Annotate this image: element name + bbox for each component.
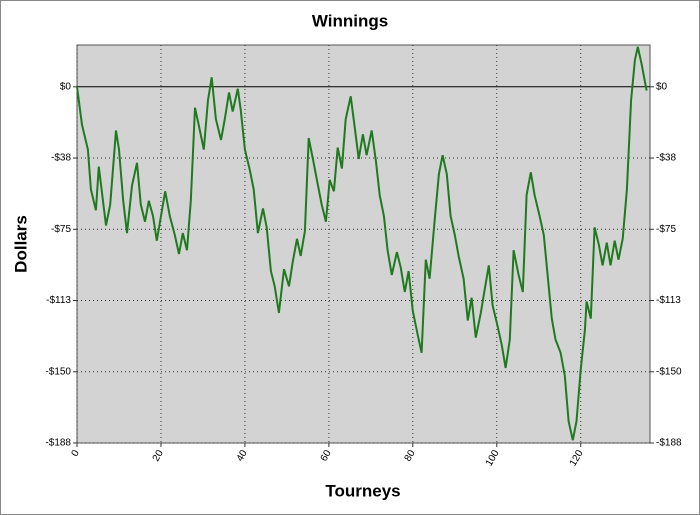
- chart-title: Winnings: [312, 11, 388, 30]
- y-tick-label-right: -$188: [656, 438, 682, 449]
- x-tick-label: 0: [70, 448, 83, 459]
- y-tick-label: -$150: [45, 366, 71, 377]
- y-tick-label-right: -$150: [656, 366, 682, 377]
- data-line: [76, 46, 648, 441]
- x-tick-label: 20: [151, 448, 166, 464]
- x-tick-label: 80: [403, 448, 418, 464]
- y-tick-label: $0: [60, 81, 72, 92]
- y-axis-label: Dollars: [11, 215, 30, 273]
- y-tick-label-right: -$38: [656, 153, 676, 164]
- y-tick-label: -$188: [45, 438, 71, 449]
- y-tick-label-right: $0: [656, 81, 668, 92]
- x-tick-label: 40: [235, 448, 250, 464]
- plot-area: [76, 44, 651, 444]
- y-tick-label: -$75: [51, 224, 71, 235]
- y-tick-label-right: -$75: [656, 224, 676, 235]
- x-axis-label: Tourneys: [325, 481, 400, 500]
- x-tick-label: 60: [319, 448, 334, 464]
- y-tick-label-right: -$113: [656, 295, 681, 306]
- y-tick-label: -$38: [51, 153, 71, 164]
- y-tick-label: -$113: [46, 295, 71, 306]
